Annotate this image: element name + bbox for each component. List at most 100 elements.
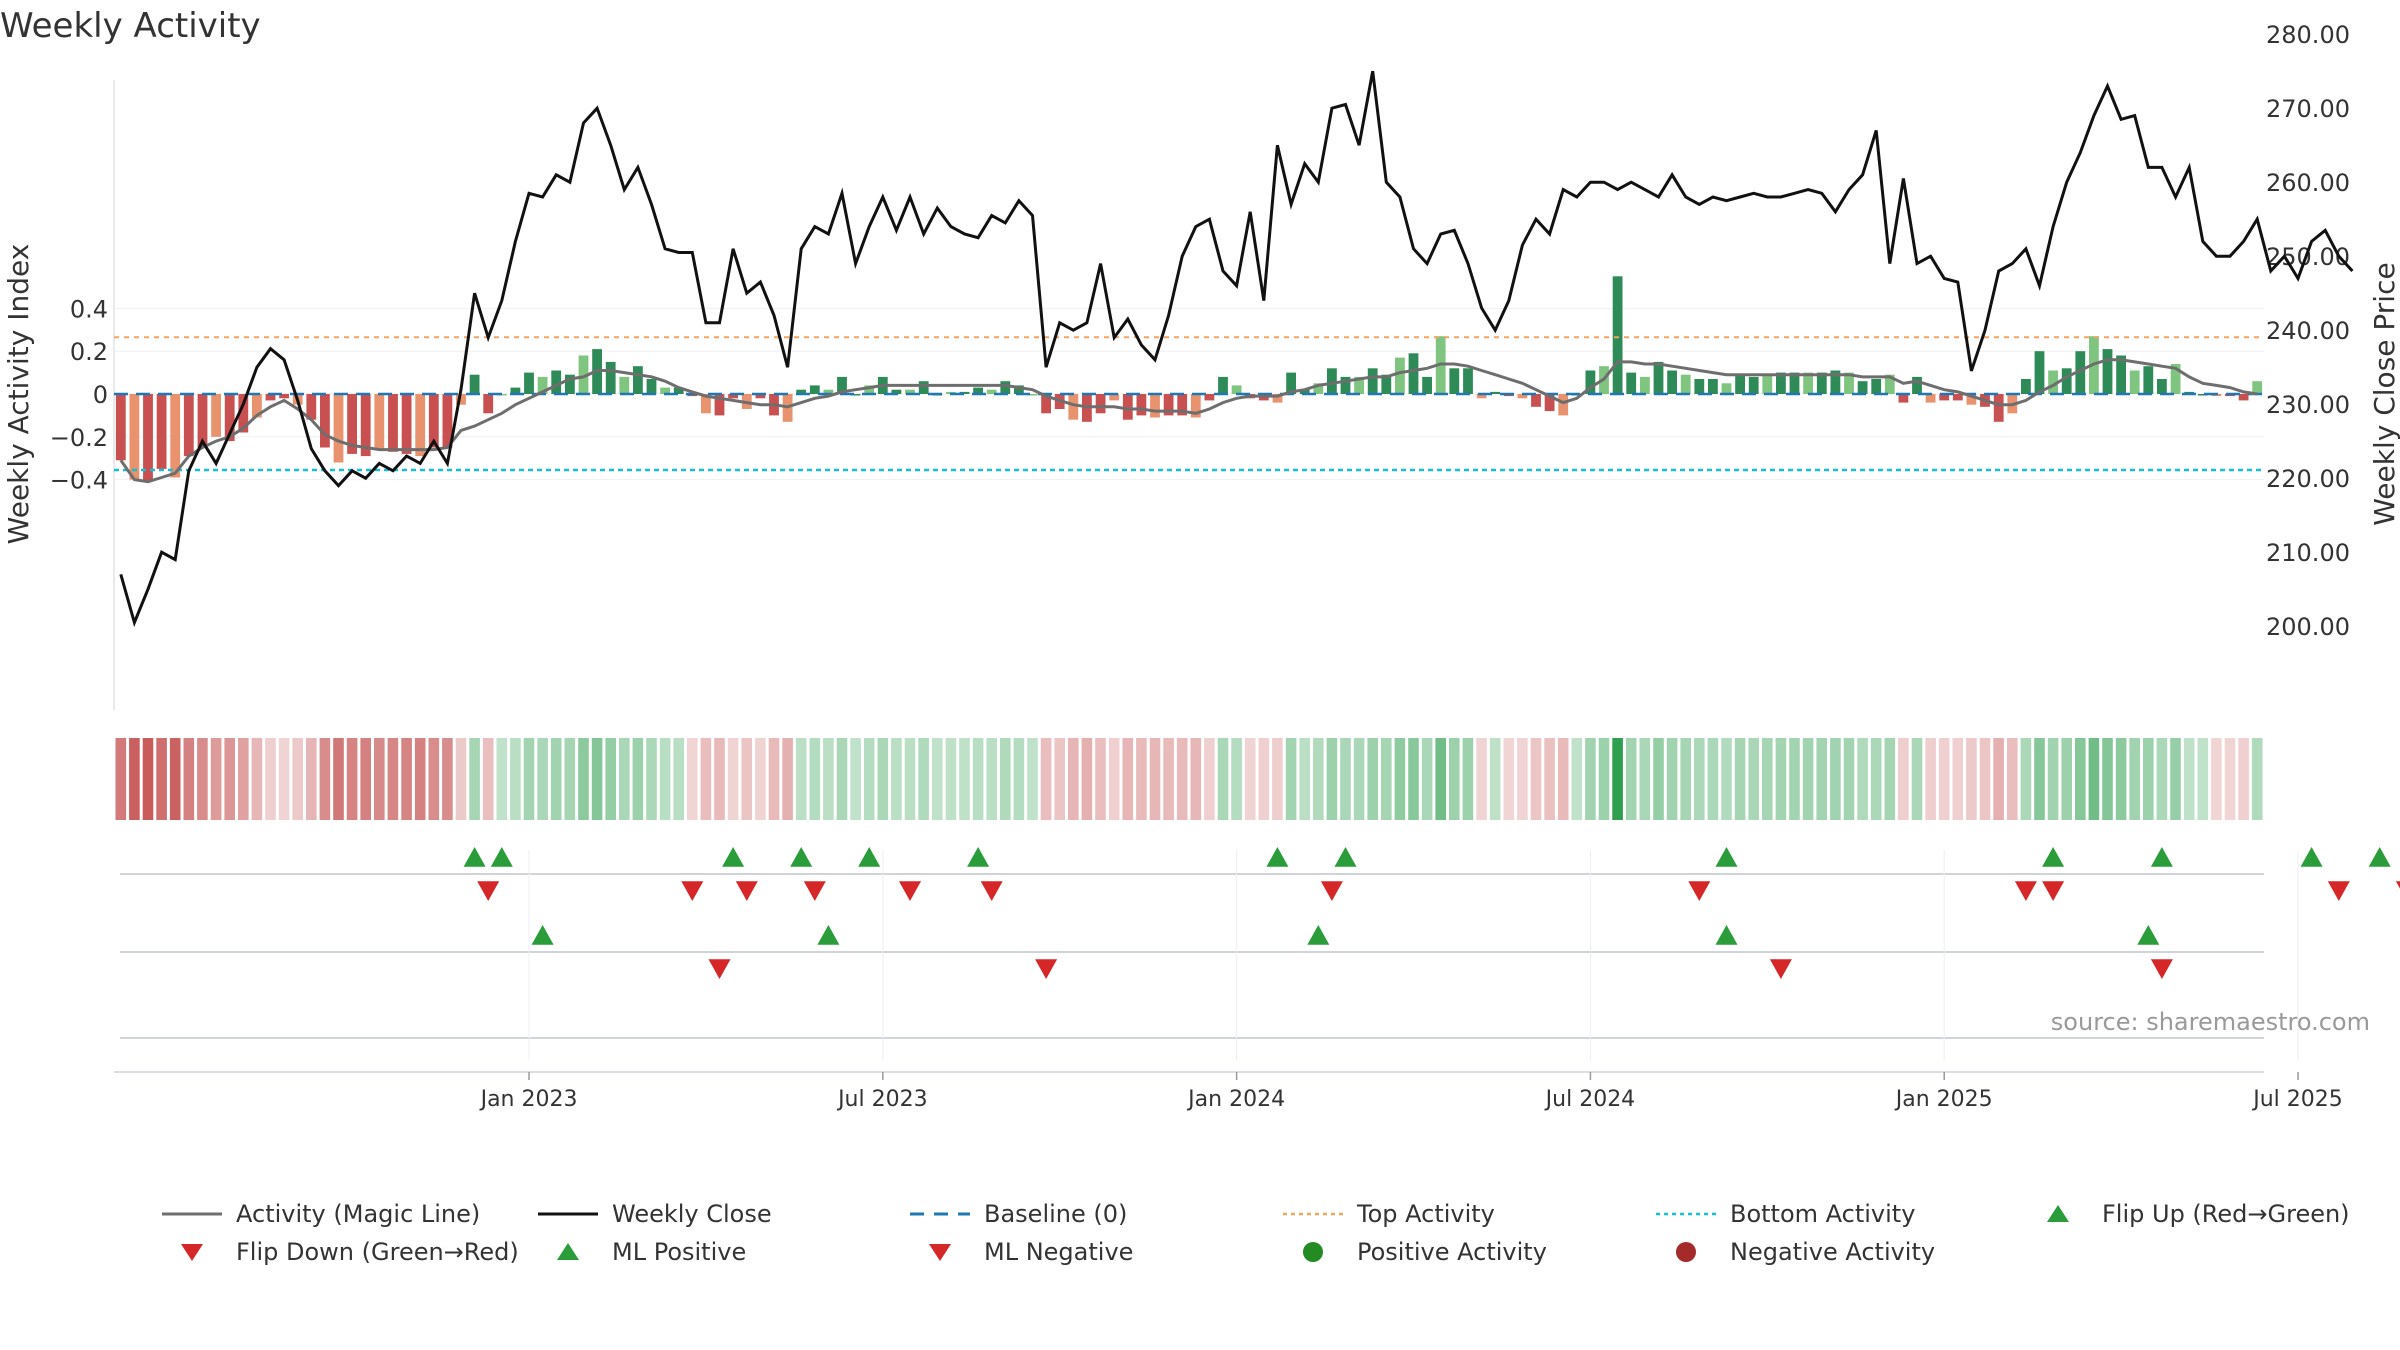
heat-strip-cell <box>1190 738 1202 820</box>
heat-strip-cell <box>659 738 671 820</box>
activity-bar <box>1231 385 1242 394</box>
heat-strip-cell <box>1911 738 1923 820</box>
heat-strip-cell <box>482 738 494 820</box>
activity-bar <box>1517 394 1528 399</box>
heat-strip-cell <box>2047 738 2059 820</box>
flip-down-marker <box>1035 959 1058 979</box>
flip-up-marker <box>1307 925 1330 945</box>
x-tick-label: Jul 2024 <box>1544 1087 1636 1112</box>
heat-strip-cell <box>2143 738 2154 820</box>
legend-swatch <box>1281 1240 1345 1264</box>
heat-strip-cell <box>183 738 195 820</box>
activity-bar <box>1939 394 1950 401</box>
heat-strip-cell <box>1108 738 1120 820</box>
legend-swatch <box>160 1202 224 1226</box>
flip-down-marker <box>980 881 1003 901</box>
heat-strip-cell <box>1625 738 1637 820</box>
heat-strip-cell <box>1136 738 1147 820</box>
flip-up-marker <box>817 925 840 945</box>
heat-strip-cell <box>2007 738 2018 820</box>
legend-swatch-graphic <box>162 1212 222 1216</box>
activity-bar <box>2021 379 2031 394</box>
activity-bar <box>1381 374 1392 394</box>
heat-strip-cell <box>1639 738 1651 820</box>
activity-bar <box>973 387 983 394</box>
heat-strip-cell <box>932 738 943 820</box>
legend-item: Activity (Magic Line) <box>160 1200 480 1228</box>
activity-bar <box>1640 376 1650 394</box>
heat-strip-cell <box>1517 738 1528 820</box>
activity-bar <box>1558 394 1569 416</box>
activity-bar <box>2061 368 2072 394</box>
flip-down-marker <box>708 959 731 979</box>
activity-bar <box>1463 368 1473 394</box>
heat-strip-cell <box>142 738 154 820</box>
activity-bar <box>428 394 439 448</box>
heat-strip-cell <box>727 738 739 820</box>
heat-strip-cell <box>877 738 889 820</box>
heat-strip-cell <box>2034 738 2045 820</box>
activity-bar <box>1027 394 1038 396</box>
activity-bar <box>605 361 616 394</box>
heat-strip-cell <box>1381 738 1392 820</box>
legend-circle-mark <box>1676 1242 1696 1262</box>
legend-up-mark <box>2047 1205 2069 1222</box>
heat-strip-cell <box>1775 738 1787 820</box>
heat-strip-cell <box>1272 738 1283 820</box>
activity-bar <box>714 394 725 416</box>
activity-bar <box>333 394 344 463</box>
heat-strip-cell <box>2211 738 2222 820</box>
legend-item: Baseline (0) <box>908 1200 1127 1228</box>
heat-strip-cell <box>1680 738 1691 820</box>
activity-bar <box>1871 379 1882 394</box>
heat-strip-cell <box>809 738 821 820</box>
activity-bar <box>1667 370 1677 394</box>
activity-bar <box>415 394 426 457</box>
activity-bar <box>537 376 548 394</box>
heat-strip-cell <box>1299 738 1310 820</box>
legend-label: Negative Activity <box>1730 1238 1936 1266</box>
heat-strip-cell <box>1748 738 1759 820</box>
heat-strip-cell <box>1367 738 1378 820</box>
legend-label: Activity (Magic Line) <box>236 1200 481 1228</box>
activity-bar <box>1422 376 1432 394</box>
activity-bar <box>1925 394 1936 403</box>
heat-strip-cell <box>1993 738 2004 820</box>
heat-strip-cell <box>1163 738 1174 820</box>
legend-circle-mark <box>1303 1242 1323 1262</box>
heat-strip-cell <box>2251 738 2263 820</box>
activity-bar <box>1884 374 1895 394</box>
heat-strip-cell <box>1435 738 1446 820</box>
heat-strip-cell <box>1081 738 1093 820</box>
activity-bar <box>1966 394 1977 405</box>
heat-strip-cell <box>1449 738 1460 820</box>
heat-strip-cell <box>496 738 508 820</box>
legend-item: Bottom Activity <box>1654 1200 1915 1228</box>
activity-bar <box>1395 357 1405 394</box>
activity-bar <box>918 381 929 394</box>
heat-strip-cell <box>251 738 263 820</box>
heat-strip-cell <box>1612 738 1623 820</box>
activity-bar <box>646 379 657 394</box>
x-tick-label: Jan 2025 <box>1894 1087 1993 1112</box>
flip-down-marker <box>2014 881 2037 901</box>
flip-down-marker <box>2150 959 2173 979</box>
legend-swatch-graphic <box>2047 1205 2069 1222</box>
activity-bar <box>1313 383 1324 394</box>
activity-bar <box>551 370 562 394</box>
heat-strip-cell <box>1966 738 1977 820</box>
flip-down-marker <box>2042 881 2065 901</box>
heat-strip-cell <box>306 738 317 820</box>
legend-item: Top Activity <box>1281 1200 1495 1228</box>
activity-bar <box>891 389 902 394</box>
activity-bar <box>1803 372 1813 394</box>
flip-down-marker <box>1769 959 1792 979</box>
heat-strip-cell <box>1571 738 1583 820</box>
legend-label: Flip Up (Red→Green) <box>2102 1200 2350 1228</box>
legend-item: Positive Activity <box>1281 1238 1547 1266</box>
heat-strip-cell <box>741 738 752 820</box>
activity-bar <box>2034 351 2045 394</box>
activity-bar <box>2157 379 2167 394</box>
activity-bar <box>864 385 875 394</box>
heat-strip-cell <box>1040 738 1052 820</box>
